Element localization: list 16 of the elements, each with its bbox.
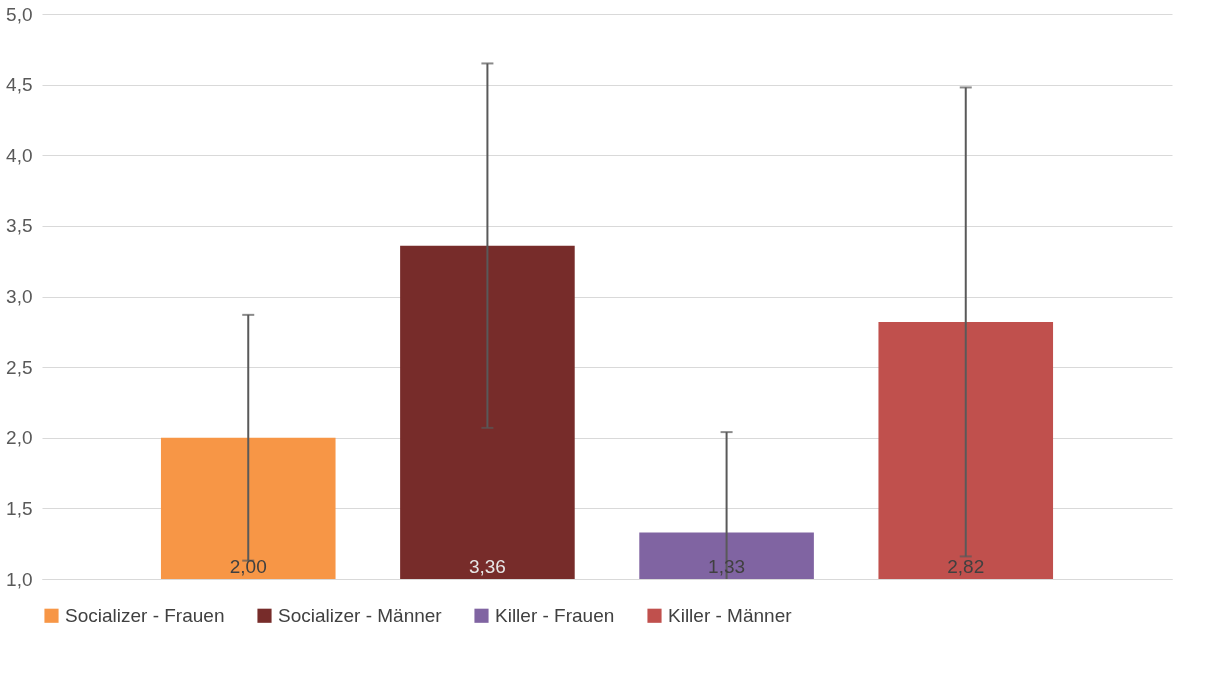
y-tick-label: 3,0 bbox=[6, 286, 33, 307]
data-label: 2,00 bbox=[229, 556, 267, 577]
y-tick-label: 2,0 bbox=[6, 427, 33, 449]
data-label: 2,82 bbox=[947, 556, 985, 577]
legend-label: Socializer - Frauen bbox=[65, 604, 225, 626]
legend-label: Killer - Frauen bbox=[495, 604, 615, 626]
y-tick-label: 3,5 bbox=[6, 215, 33, 237]
legend-label: Killer - Männer bbox=[668, 604, 793, 626]
y-tick-label: 4,0 bbox=[6, 144, 33, 166]
y-tick-label: 2,5 bbox=[6, 356, 33, 378]
y-tick-label: 4,5 bbox=[6, 74, 33, 96]
legend-label: Socializer - Männer bbox=[278, 604, 443, 626]
y-tick-label: 5,0 bbox=[6, 3, 33, 25]
data-label: 3,36 bbox=[468, 556, 506, 577]
y-tick-label: 1,0 bbox=[6, 568, 33, 590]
y-tick-label: 1,5 bbox=[6, 497, 33, 519]
